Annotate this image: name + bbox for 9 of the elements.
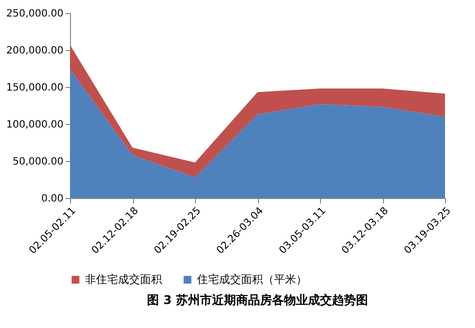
y-tick-label: 200,000.00 <box>6 46 64 56</box>
y-tick-label: 0.00 <box>41 194 64 204</box>
legend-label: 非住宅成交面积 <box>85 272 162 286</box>
y-tick-label: 100,000.00 <box>6 120 64 130</box>
y-tick-label: 150,000.00 <box>6 82 64 94</box>
y-tick-label: 50,000.00 <box>12 156 64 168</box>
text: 图 3 苏州市近期商品房各物业成交趋势图 <box>147 293 368 307</box>
legend-label: 住宅成交面积（平米） <box>197 272 307 286</box>
y-tick-label: 250,000.00 <box>6 8 64 20</box>
